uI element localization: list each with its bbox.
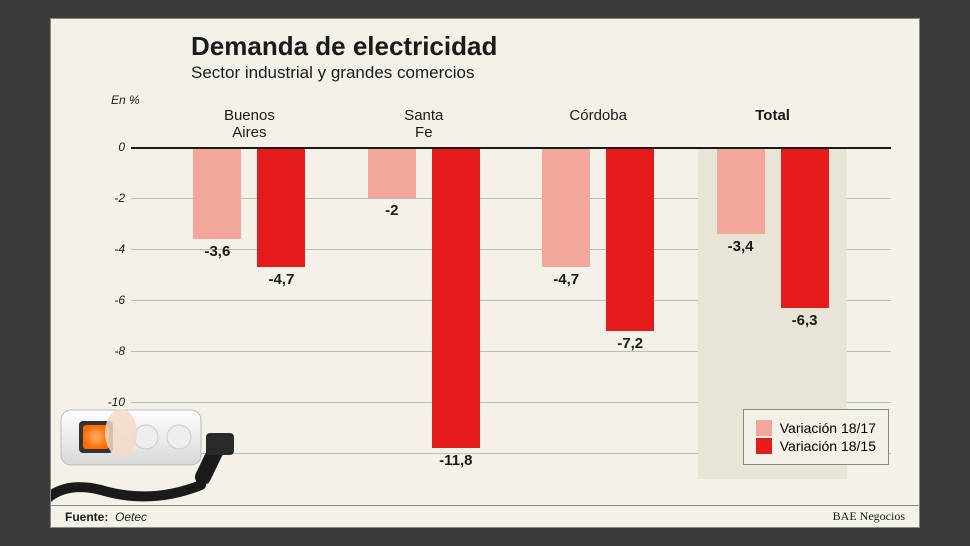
bar	[717, 147, 765, 234]
legend-label: Variación 18/15	[780, 438, 876, 454]
legend-item: Variación 18/17	[756, 420, 876, 436]
category-label: Total	[755, 107, 790, 124]
chart-subtitle: Sector industrial y grandes comercios	[191, 63, 474, 83]
bar	[606, 147, 654, 331]
legend-item: Variación 18/15	[756, 438, 876, 454]
legend-swatch	[756, 438, 772, 454]
bar	[432, 147, 480, 448]
y-tick-label: -6	[114, 293, 125, 307]
y-tick-label: -4	[114, 242, 125, 256]
bar	[257, 147, 305, 267]
zero-axis-line	[131, 147, 891, 149]
bar	[542, 147, 590, 267]
category-label: Córdoba	[569, 107, 627, 124]
bar-value-label: -4,7	[268, 271, 294, 288]
y-axis-unit: En %	[111, 93, 140, 107]
decorative-photo	[51, 355, 251, 505]
bar-value-label: -2	[385, 202, 398, 219]
y-tick-label: -2	[114, 191, 125, 205]
legend-swatch	[756, 420, 772, 436]
y-tick-label: 0	[118, 140, 125, 154]
brand: BAE Negocios	[833, 509, 905, 524]
bar-value-label: -7,2	[617, 335, 643, 352]
bar	[193, 147, 241, 239]
source-label: Fuente:	[65, 510, 108, 524]
bar-value-label: -11,8	[439, 452, 472, 469]
source: Fuente: Oetec	[65, 510, 147, 524]
chart-title: Demanda de electricidad	[191, 31, 497, 62]
category-label: Santa Fe	[404, 107, 443, 142]
bar-value-label: -3,6	[204, 243, 230, 260]
category-label: Buenos Aires	[224, 107, 275, 142]
bar	[781, 147, 829, 308]
bar-value-label: -3,4	[728, 238, 754, 255]
footer: Fuente: Oetec BAE Negocios	[51, 505, 919, 527]
bar	[368, 147, 416, 198]
bar-value-label: -6,3	[792, 312, 818, 329]
legend-label: Variación 18/17	[780, 420, 876, 436]
chart-card: Demanda de electricidad Sector industria…	[50, 18, 920, 528]
source-value: Oetec	[115, 510, 147, 524]
legend: Variación 18/17 Variación 18/15	[743, 409, 889, 465]
bar-value-label: -4,7	[553, 271, 579, 288]
